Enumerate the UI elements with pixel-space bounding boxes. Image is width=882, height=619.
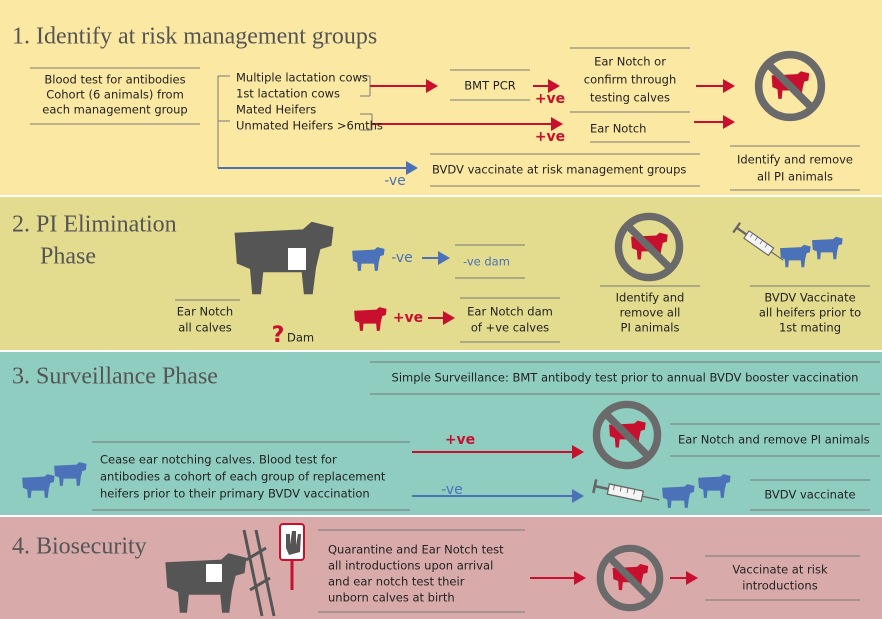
label: Ear Notch	[177, 305, 233, 319]
label: +ve	[535, 91, 565, 107]
label: -ve	[384, 173, 406, 189]
section-title: 3. Surveillance Phase	[12, 364, 218, 390]
cow-patch	[206, 564, 222, 582]
label: all introductions upon arrival	[328, 559, 493, 573]
label: PI animals	[621, 321, 680, 335]
label: Blood test for antibodies	[44, 73, 185, 87]
label: -ve	[391, 250, 413, 266]
label: +ve	[393, 310, 423, 326]
label: each management group	[42, 103, 187, 117]
label: unborn calves at birth	[328, 591, 455, 605]
label: heifers prior to their primary BVDV vacc…	[100, 487, 370, 501]
section-title: 4. Biosecurity	[12, 534, 147, 560]
label: Mated Heifers	[236, 103, 316, 117]
label: BMT PCR	[464, 79, 515, 93]
label: Identify and	[616, 291, 685, 305]
label: all heifers prior to	[759, 306, 861, 320]
label: Ear Notch or	[594, 55, 666, 69]
label: remove all	[620, 306, 681, 320]
hand	[286, 531, 301, 555]
label: Cohort (6 animals) from	[46, 88, 184, 102]
label: antibodies a cohort of each group of rep…	[100, 470, 386, 484]
label: BVDV vaccinate	[764, 488, 855, 502]
label: Ear Notch and remove PI animals	[678, 433, 870, 447]
label: BVDV Vaccinate	[764, 291, 855, 305]
label: Ear Notch dam	[467, 305, 553, 319]
infographic: 1. Identify at risk management groups Blo…	[0, 0, 882, 619]
label: confirm through	[584, 73, 676, 87]
label: testing calves	[590, 91, 670, 105]
label: Simple Surveillance: BMT antibody test p…	[392, 371, 859, 385]
label: Cease ear notching calves. Blood test fo…	[100, 453, 337, 467]
cow-patch	[288, 248, 306, 270]
label: 1st lactation cows	[236, 87, 340, 101]
label: Unmated Heifers >6mths	[236, 119, 383, 133]
label: +ve	[445, 432, 475, 448]
label: all PI animals	[757, 170, 833, 184]
label: 2. PI Elimination	[12, 212, 177, 238]
label: of +ve calves	[471, 321, 549, 335]
label: Multiple lactation cows	[236, 71, 368, 85]
label: Phase	[40, 244, 96, 270]
label: and ear notch test their	[328, 575, 465, 589]
label: ?	[272, 323, 285, 348]
label: -ve	[441, 482, 463, 498]
label: -ve dam	[463, 255, 510, 269]
label: Vaccinate at risk	[732, 563, 828, 577]
label: 1st mating	[779, 321, 841, 335]
section-title: 1. Identify at risk management groups	[12, 24, 377, 50]
label: Quarantine and Ear Notch test	[328, 543, 504, 557]
label: all calves	[178, 321, 232, 335]
label: +ve	[535, 129, 565, 145]
label: introductions	[742, 579, 817, 593]
label: Identify and remove	[737, 153, 853, 167]
label: Ear Notch	[590, 122, 646, 136]
label: Dam	[287, 331, 314, 345]
label: BVDV vaccinate at risk management groups	[432, 163, 686, 177]
